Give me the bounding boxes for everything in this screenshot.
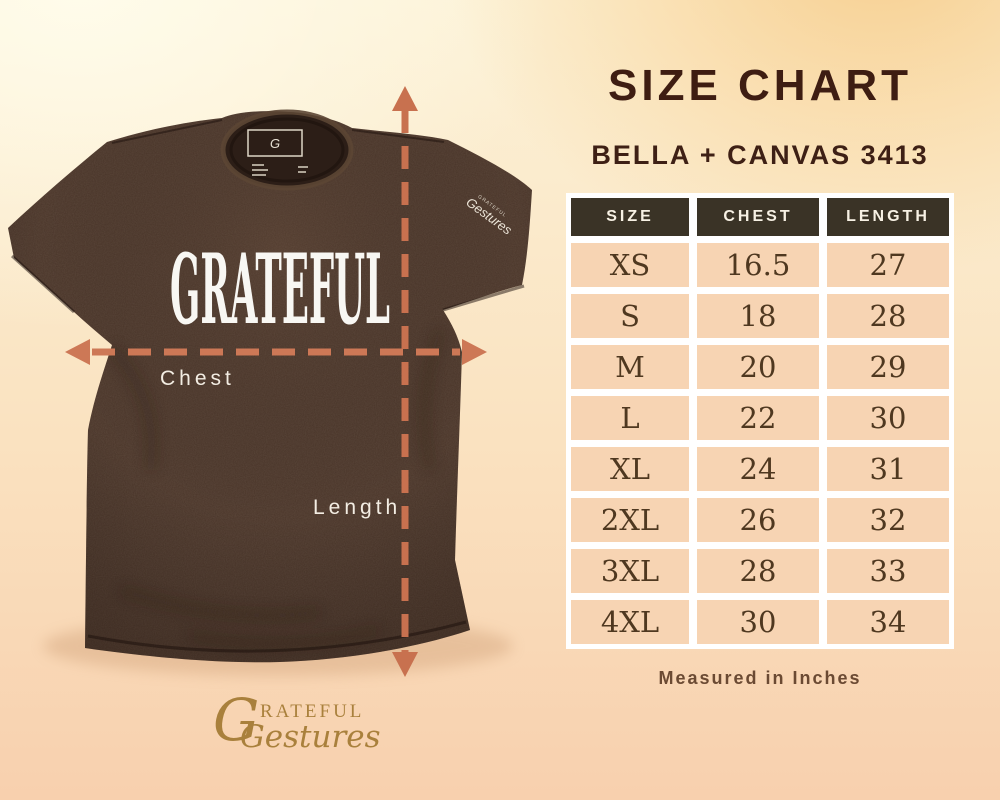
length-measure-line [392,86,418,677]
chest-cell: 28 [697,549,819,593]
tag-fine-print [252,164,308,176]
brand-logo-monogram: G [213,686,260,754]
length-cell: 34 [827,600,949,644]
length-label: Length [313,496,401,519]
chest-cell: 18 [697,294,819,338]
length-cell: 32 [827,498,949,542]
column-header-size: SIZE [571,198,689,236]
column-header-chest: CHEST [697,198,819,236]
length-cell: 29 [827,345,949,389]
size-cell: S [571,294,689,338]
length-cell: 30 [827,396,949,440]
brand-logo: G RATEFUL Gestures [213,686,393,764]
chest-cell: 20 [697,345,819,389]
size-cell: M [571,345,689,389]
size-cell: 4XL [571,600,689,644]
collar [220,109,354,191]
tag-monogram: G [270,136,280,151]
shirt-seams [10,119,525,653]
shirt-print-text: GRATEFUL [170,233,390,346]
size-cell: 3XL [571,549,689,593]
length-cell: 27 [827,243,949,287]
tshirt-photo: G GRATEFUL GRATEFUL Gestures Chest Lengt… [0,80,560,700]
chest-cell: 24 [697,447,819,491]
size-chart-panel: SIZE CHART BELLA + CANVAS 3413 SIZE CHES… [560,0,960,689]
chest-label: Chest [160,367,235,390]
brand-logo-script: Gestures [240,719,381,755]
chest-cell: 30 [697,600,819,644]
chest-cell: 22 [697,396,819,440]
brand-logo-caps: RATEFUL [260,701,365,722]
chest-measure-line [65,339,487,365]
fabric-wrinkles [108,328,445,648]
size-table: SIZE CHEST LENGTH XS 16.5 27 S 18 28 M 20 29 L 22 3… [566,193,954,649]
size-cell: XL [571,447,689,491]
size-cell: XS [571,243,689,287]
chest-cell: 26 [697,498,819,542]
size-cell: L [571,396,689,440]
length-cell: 33 [827,549,949,593]
page-title: SIZE CHART [608,61,912,110]
units-footnote: Measured in Inches [658,668,862,688]
neck-tag: G [247,129,308,176]
page-subtitle: BELLA + CANVAS 3413 [591,140,929,170]
chest-cell: 16.5 [697,243,819,287]
size-cell: 2XL [571,498,689,542]
column-header-length: LENGTH [827,198,949,236]
fabric-shading [8,111,532,663]
length-cell: 31 [827,447,949,491]
tshirt-graphic: G GRATEFUL GRATEFUL Gestures Chest Lengt… [8,86,532,677]
length-cell: 28 [827,294,949,338]
